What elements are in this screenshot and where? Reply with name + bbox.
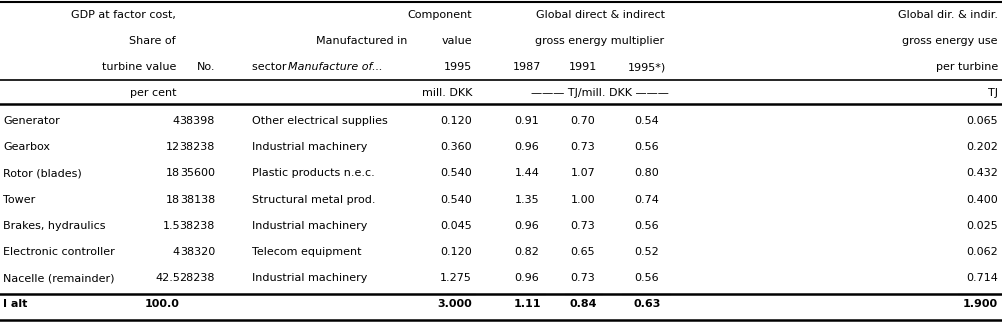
Text: Other electrical supplies: Other electrical supplies: [252, 116, 388, 126]
Text: per cent: per cent: [129, 88, 175, 98]
Text: 0.74: 0.74: [634, 194, 658, 204]
Text: GDP at factor cost,: GDP at factor cost,: [71, 10, 175, 20]
Text: Component: Component: [407, 10, 472, 20]
Text: 0.202: 0.202: [965, 142, 997, 152]
Text: I alt: I alt: [3, 299, 27, 309]
Text: 0.91: 0.91: [514, 116, 539, 126]
Text: 0.70: 0.70: [570, 116, 595, 126]
Text: 0.432: 0.432: [965, 168, 997, 178]
Text: TJ: TJ: [987, 88, 997, 98]
Text: 38238: 38238: [179, 221, 214, 231]
Text: Gearbox: Gearbox: [3, 142, 50, 152]
Text: 0.96: 0.96: [514, 142, 539, 152]
Text: 0.84: 0.84: [569, 299, 596, 309]
Text: 4: 4: [172, 247, 179, 257]
Text: 1991: 1991: [568, 62, 596, 72]
Text: Brakes, hydraulics: Brakes, hydraulics: [3, 221, 105, 231]
Text: per turbine: per turbine: [935, 62, 997, 72]
Text: 42.5: 42.5: [155, 273, 179, 283]
Text: 0.56: 0.56: [634, 142, 658, 152]
Text: Industrial machinery: Industrial machinery: [252, 273, 367, 283]
Text: 3.000: 3.000: [437, 299, 472, 309]
Text: 0.540: 0.540: [440, 168, 472, 178]
Text: Industrial machinery: Industrial machinery: [252, 142, 367, 152]
Text: 18: 18: [165, 194, 179, 204]
Text: 0.400: 0.400: [965, 194, 997, 204]
Text: Electronic controller: Electronic controller: [3, 247, 114, 257]
Text: Industrial machinery: Industrial machinery: [252, 221, 367, 231]
Text: 1.07: 1.07: [570, 168, 595, 178]
Text: 1995*): 1995*): [627, 62, 665, 72]
Text: 12: 12: [165, 142, 179, 152]
Text: Telecom equipment: Telecom equipment: [252, 247, 361, 257]
Text: 1.900: 1.900: [962, 299, 997, 309]
Text: 1.275: 1.275: [440, 273, 472, 283]
Text: 0.73: 0.73: [570, 221, 595, 231]
Text: 0.73: 0.73: [570, 142, 595, 152]
Text: 0.80: 0.80: [634, 168, 658, 178]
Text: value: value: [441, 36, 472, 46]
Text: Rotor (blades): Rotor (blades): [3, 168, 82, 178]
Text: 38398: 38398: [179, 116, 214, 126]
Text: 1995: 1995: [443, 62, 472, 72]
Text: Structural metal prod.: Structural metal prod.: [252, 194, 375, 204]
Text: 0.56: 0.56: [634, 221, 658, 231]
Text: 0.120: 0.120: [440, 116, 472, 126]
Text: 0.062: 0.062: [965, 247, 997, 257]
Text: 1.35: 1.35: [514, 194, 539, 204]
Text: 0.360: 0.360: [440, 142, 472, 152]
Text: Tower: Tower: [3, 194, 35, 204]
Text: Manufacture of...: Manufacture of...: [288, 62, 382, 72]
Text: Manufactured in: Manufactured in: [316, 36, 407, 46]
Text: 38320: 38320: [179, 247, 214, 257]
Text: 100.0: 100.0: [145, 299, 179, 309]
Text: gross energy multiplier: gross energy multiplier: [535, 36, 664, 46]
Text: 0.025: 0.025: [965, 221, 997, 231]
Text: 18: 18: [165, 168, 179, 178]
Text: 0.714: 0.714: [965, 273, 997, 283]
Text: 0.63: 0.63: [632, 299, 660, 309]
Text: No.: No.: [196, 62, 214, 72]
Text: ——— TJ/mill. DKK ———: ——— TJ/mill. DKK ———: [530, 88, 668, 98]
Text: turbine value: turbine value: [101, 62, 175, 72]
Text: 0.96: 0.96: [514, 221, 539, 231]
Text: Share of: Share of: [129, 36, 175, 46]
Text: 0.73: 0.73: [570, 273, 595, 283]
Text: 0.65: 0.65: [570, 247, 595, 257]
Text: 0.54: 0.54: [634, 116, 658, 126]
Text: Plastic products n.e.c.: Plastic products n.e.c.: [252, 168, 375, 178]
Text: 0.96: 0.96: [514, 273, 539, 283]
Text: sector: sector: [252, 62, 290, 72]
Text: 0.540: 0.540: [440, 194, 472, 204]
Text: 28238: 28238: [179, 273, 214, 283]
Text: 0.045: 0.045: [440, 221, 472, 231]
Text: 0.56: 0.56: [634, 273, 658, 283]
Text: 35600: 35600: [179, 168, 214, 178]
Text: 1.44: 1.44: [514, 168, 539, 178]
Text: 0.120: 0.120: [440, 247, 472, 257]
Text: 0.52: 0.52: [634, 247, 658, 257]
Text: 1987: 1987: [512, 62, 541, 72]
Text: gross energy use: gross energy use: [902, 36, 997, 46]
Text: 0.82: 0.82: [514, 247, 539, 257]
Text: Nacelle (remainder): Nacelle (remainder): [3, 273, 114, 283]
Text: mill. DKK: mill. DKK: [421, 88, 472, 98]
Text: 1.11: 1.11: [513, 299, 540, 309]
Text: 38138: 38138: [179, 194, 214, 204]
Text: Global dir. & indir.: Global dir. & indir.: [897, 10, 997, 20]
Text: Global direct & indirect: Global direct & indirect: [535, 10, 664, 20]
Text: 0.065: 0.065: [965, 116, 997, 126]
Text: 1.00: 1.00: [570, 194, 595, 204]
Text: 4: 4: [172, 116, 179, 126]
Text: Generator: Generator: [3, 116, 60, 126]
Text: 1.5: 1.5: [162, 221, 179, 231]
Text: 38238: 38238: [179, 142, 214, 152]
